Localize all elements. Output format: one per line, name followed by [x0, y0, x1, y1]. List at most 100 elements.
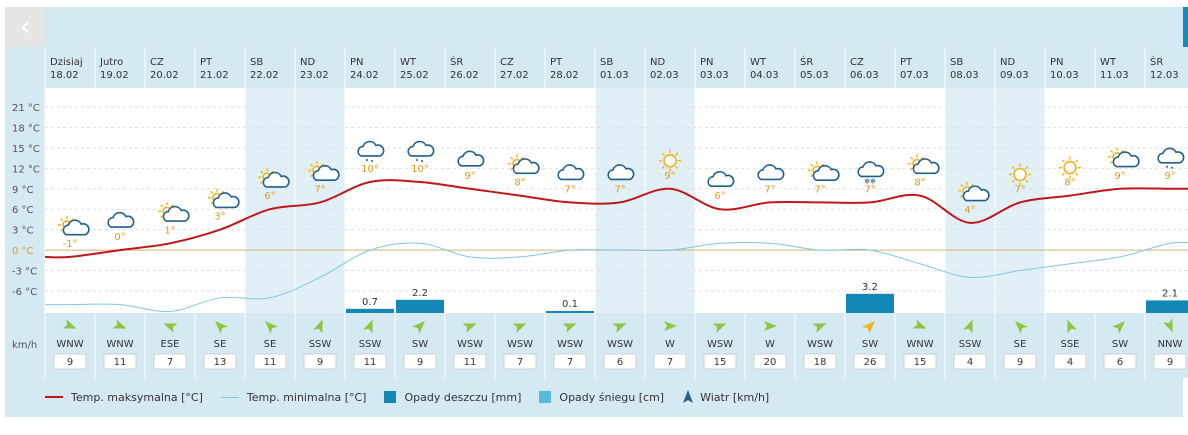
wind-speed: 4 [1067, 357, 1073, 368]
day-name: WT [400, 57, 417, 68]
legend-wind[interactable]: Wiatr [km/h] [682, 390, 769, 404]
y-tick-label: 21 °C [12, 103, 40, 114]
day-date: 23.02 [300, 70, 329, 81]
snowflake-glyph: ✻✻ [864, 177, 876, 185]
legend-snow[interactable]: Opady śniegu [cm] [539, 391, 664, 404]
day-name: PN [700, 57, 714, 68]
top-bar [45, 7, 1183, 47]
sun-ray [1061, 159, 1065, 163]
wind-speed-box [253, 353, 287, 370]
wind-arrow-icon [612, 323, 627, 333]
wind-arrow-icon [562, 323, 577, 333]
sun-ray [210, 201, 214, 205]
partly-cloudy-sun-icon [208, 188, 240, 209]
sun-ray [960, 194, 964, 198]
rain-drop [416, 158, 418, 161]
sun-ray [810, 163, 814, 167]
wind-arrow-icon [265, 321, 278, 334]
legend-min[interactable]: Temp. minimalna [°C] [220, 390, 367, 404]
wind-speed: 18 [814, 357, 827, 368]
max-temp-label: 8° [514, 178, 525, 189]
cloud-shape [1112, 151, 1140, 168]
cloud-shape [62, 219, 90, 236]
legend-rain-label: Opady deszczu [mm] [404, 390, 522, 404]
cloud-shape [557, 164, 585, 181]
day-name: PT [900, 57, 913, 68]
max-temp-label: 6° [264, 191, 275, 202]
day-date: 26.02 [450, 70, 479, 81]
wind-direction: SW [862, 339, 878, 350]
cloudy-icon [557, 164, 585, 181]
sun-ray [1110, 149, 1114, 154]
wind-arrow-icon [363, 319, 373, 334]
max-temp-label: 7° [764, 184, 775, 195]
day-date: 18.02 [50, 70, 79, 81]
cloud-shape [512, 158, 540, 175]
sunny-icon [1059, 156, 1081, 179]
wind-speed-box [1003, 353, 1037, 370]
cloud-shape [812, 164, 840, 181]
legend-min-label: Temp. minimalna [°C] [246, 390, 367, 404]
max-temp-label: 7° [814, 184, 825, 195]
wind-arrow-icon [412, 321, 425, 334]
max-temp-line [44, 179, 1188, 259]
day-date: 21.02 [200, 70, 229, 81]
rain-value-label: 0.1 [562, 299, 578, 310]
max-temp-label: 9° [1114, 171, 1125, 182]
wind-speed: 7 [567, 357, 573, 368]
rain-drop [1166, 165, 1168, 168]
partly-cloudy-sun-icon [58, 215, 90, 236]
sun-ray [1011, 179, 1015, 183]
wind-arrow-icon [963, 319, 973, 334]
legend-snow-label: Opady śniegu [cm] [559, 390, 665, 404]
wind-direction: SE [264, 339, 277, 350]
day-date: 09.03 [1000, 70, 1029, 81]
wind-direction: SSW [309, 339, 332, 350]
wind-arrow-icon [112, 319, 127, 329]
day-date: 24.02 [350, 70, 379, 81]
wind-direction: ESE [161, 339, 180, 350]
wind-direction: SSW [959, 339, 982, 350]
sun-disc [663, 153, 677, 168]
rain-bar [396, 299, 444, 313]
day-date: 05.03 [800, 70, 829, 81]
legend-wind-label: Wiatr [km/h] [700, 390, 770, 404]
max-temp-label: 0° [114, 232, 125, 243]
cloud-shape [357, 140, 385, 157]
wind-speed: 11 [114, 357, 127, 368]
max-temp-label: 9° [464, 171, 475, 182]
day-name: ŚR [1150, 55, 1163, 68]
back-arrow-icon[interactable]: ‹ [5, 7, 45, 47]
sun-ray [675, 152, 679, 156]
cloud-shape [312, 164, 340, 181]
header-band [45, 47, 1188, 88]
scroll-indicator[interactable] [1183, 7, 1188, 47]
chart-legend: Temp. maksymalna [°C] Temp. minimalna [°… [45, 386, 787, 408]
max-temp-label: 7° [614, 184, 625, 195]
sun-ray [661, 152, 665, 156]
cloud-shape [262, 171, 290, 188]
day-date: 01.03 [600, 70, 629, 81]
rain-drop [366, 158, 368, 161]
wind-arrow-icon [512, 323, 527, 333]
rain-cloud-icon [357, 140, 385, 162]
legend-wind-arrow-icon [683, 390, 694, 403]
cloudy-icon [457, 150, 485, 167]
legend-max-label: Temp. maksymalna [°C] [71, 390, 203, 404]
wind-arrow-icon [812, 323, 827, 333]
legend-max[interactable]: Temp. maksymalna [°C] [45, 391, 203, 404]
weekend-shade [645, 88, 695, 313]
max-temp-label: 7° [564, 184, 575, 195]
sun-ray [1075, 159, 1079, 163]
sun-ray [160, 204, 164, 208]
sun-ray [675, 165, 679, 170]
wind-speed: 7 [167, 357, 173, 368]
wind-speed-box [853, 353, 887, 370]
legend-rain[interactable]: Opady deszczu [mm] [384, 391, 521, 404]
day-name: PN [350, 57, 364, 68]
wind-arrow-icon [313, 319, 323, 334]
sun-ray [260, 180, 264, 185]
max-temp-label: 3° [214, 212, 225, 223]
cloud-shape [607, 164, 635, 181]
